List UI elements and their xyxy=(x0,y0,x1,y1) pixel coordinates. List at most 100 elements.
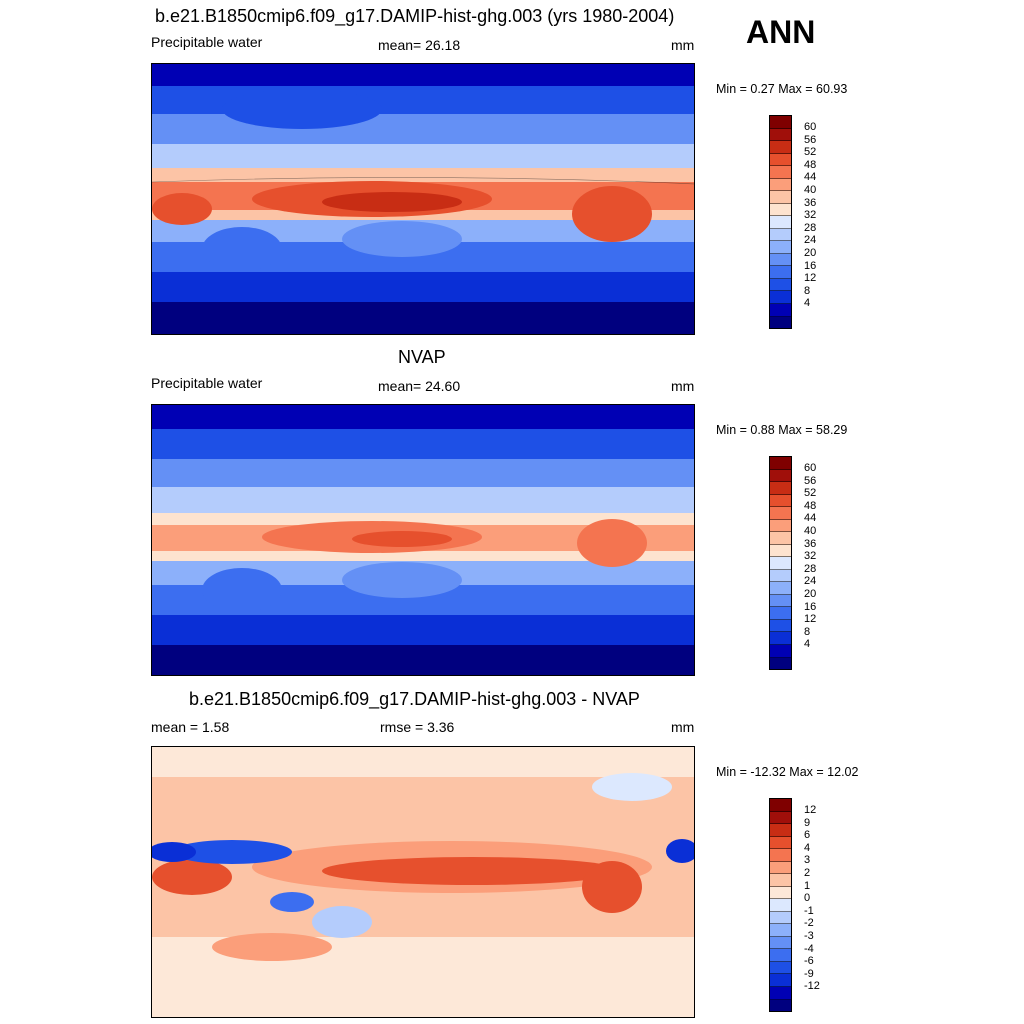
colorbar-swatch xyxy=(770,632,791,645)
panel-2-colorbar xyxy=(769,456,792,670)
colorbar-swatch xyxy=(770,874,791,887)
colorbar-swatch xyxy=(770,228,791,242)
colorbar-tick-label: 24 xyxy=(804,575,817,588)
colorbar-swatch xyxy=(770,849,791,862)
colorbar-tick-label: 20 xyxy=(804,246,817,259)
colorbar-tick-label: 32 xyxy=(804,550,817,563)
panel-1-units-label: mm xyxy=(671,37,695,53)
colorbar-swatch xyxy=(770,482,791,495)
colorbar-swatch xyxy=(770,899,791,912)
colorbar-tick-label: 48 xyxy=(804,499,817,512)
colorbar-swatch xyxy=(770,949,791,962)
colorbar-swatch xyxy=(770,507,791,520)
panel-2-mean-label: mean= 24.60 xyxy=(378,378,461,394)
colorbar-swatch xyxy=(770,961,791,975)
colorbar-tick-label: 60 xyxy=(804,121,817,134)
colorbar-tick-label: 24 xyxy=(804,234,817,247)
colorbar-tick-label: 48 xyxy=(804,158,817,171)
colorbar-tick-label: 52 xyxy=(804,487,817,500)
panel-3-mean-label: mean = 1.58 xyxy=(151,719,230,735)
colorbar-tick-label: -6 xyxy=(804,955,814,968)
colorbar-tick-label: 8 xyxy=(804,625,811,638)
panel-1-minmax: Min = 0.27 Max = 60.93 xyxy=(716,82,848,96)
panel-3-rmse-label: rmse = 3.36 xyxy=(380,719,455,735)
colorbar-swatch xyxy=(770,607,791,620)
colorbar-tick-label: 52 xyxy=(804,146,817,159)
colorbar-swatch xyxy=(770,116,791,129)
colorbar-swatch xyxy=(770,303,791,317)
panel-1-mean-label: mean= 26.18 xyxy=(378,37,461,53)
panel-3-minmax: Min = -12.32 Max = 12.02 xyxy=(716,765,859,779)
colorbar-swatch xyxy=(770,986,791,1000)
panel-3-map xyxy=(151,746,695,1018)
panel-1-colorbar xyxy=(769,115,792,329)
colorbar-tick-label: -4 xyxy=(804,942,814,955)
colorbar-swatch xyxy=(770,266,791,279)
colorbar-swatch xyxy=(770,278,791,292)
panel-1-map-field xyxy=(152,64,694,334)
colorbar-swatch xyxy=(770,569,791,583)
colorbar-tick-label: -1 xyxy=(804,904,814,917)
colorbar-swatch xyxy=(770,911,791,925)
colorbar-swatch xyxy=(770,141,791,154)
colorbar-tick-label: 44 xyxy=(804,171,817,184)
colorbar-tick-label: 0 xyxy=(804,892,811,905)
colorbar-tick-label: 3 xyxy=(804,854,811,867)
colorbar-swatch xyxy=(770,203,791,217)
colorbar-tick-label: -3 xyxy=(804,929,814,942)
colorbar-tick-label: 40 xyxy=(804,184,817,197)
panel-2-minmax: Min = 0.88 Max = 58.29 xyxy=(716,423,848,437)
colorbar-swatch xyxy=(770,619,791,633)
panel-2-variable-label: Precipitable water xyxy=(151,375,263,391)
colorbar-swatch xyxy=(770,999,791,1012)
colorbar-swatch xyxy=(770,974,791,987)
colorbar-swatch xyxy=(770,557,791,570)
season-label: ANN xyxy=(746,14,816,50)
colorbar-swatch xyxy=(770,582,791,595)
colorbar-tick-label: 2 xyxy=(804,867,811,880)
colorbar-tick-label: 6 xyxy=(804,829,811,842)
colorbar-swatch xyxy=(770,457,791,470)
colorbar-swatch xyxy=(770,494,791,508)
panel-1-title: b.e21.B1850cmip6.f09_g17.DAMIP-hist-ghg.… xyxy=(155,6,675,26)
colorbar-swatch xyxy=(770,924,791,937)
colorbar-swatch xyxy=(770,241,791,254)
colorbar-tick-label: 36 xyxy=(804,537,817,550)
colorbar-swatch xyxy=(770,178,791,192)
colorbar-tick-label: 28 xyxy=(804,221,817,234)
colorbar-swatch xyxy=(770,594,791,608)
colorbar-swatch xyxy=(770,153,791,167)
colorbar-swatch xyxy=(770,644,791,658)
panel-1-map xyxy=(151,63,695,335)
colorbar-tick-label: 12 xyxy=(804,804,817,817)
colorbar-tick-label: 32 xyxy=(804,209,817,222)
colorbar-swatch xyxy=(770,544,791,558)
colorbar-tick-label: -2 xyxy=(804,917,814,930)
panel-3-colorbar xyxy=(769,798,792,1012)
colorbar-swatch xyxy=(770,469,791,483)
panel-2-map xyxy=(151,404,695,676)
panel-2-title: NVAP xyxy=(398,347,446,367)
panel-3-map-field xyxy=(152,747,694,1017)
colorbar-tick-label: 36 xyxy=(804,196,817,209)
colorbar-swatch xyxy=(770,936,791,950)
colorbar-tick-label: 16 xyxy=(804,600,817,613)
colorbar-tick-label: 28 xyxy=(804,562,817,575)
colorbar-tick-label: 56 xyxy=(804,474,817,487)
panel-2-units-label: mm xyxy=(671,378,695,394)
colorbar-tick-label: 1 xyxy=(804,879,811,892)
panel-1-variable-label: Precipitable water xyxy=(151,34,263,50)
colorbar-tick-label: 56 xyxy=(804,133,817,146)
colorbar-tick-label: 4 xyxy=(804,638,811,651)
colorbar-tick-label: 4 xyxy=(804,297,811,310)
colorbar-tick-label: 8 xyxy=(804,284,811,297)
panel-2-map-field xyxy=(152,405,694,675)
colorbar-tick-label: 44 xyxy=(804,512,817,525)
colorbar-swatch xyxy=(770,861,791,875)
colorbar-tick-label: -9 xyxy=(804,967,814,980)
colorbar-tick-label: 40 xyxy=(804,525,817,538)
panel-3-title: b.e21.B1850cmip6.f09_g17.DAMIP-hist-ghg.… xyxy=(189,689,640,709)
colorbar-swatch xyxy=(770,532,791,545)
colorbar-swatch xyxy=(770,253,791,267)
colorbar-swatch xyxy=(770,291,791,304)
